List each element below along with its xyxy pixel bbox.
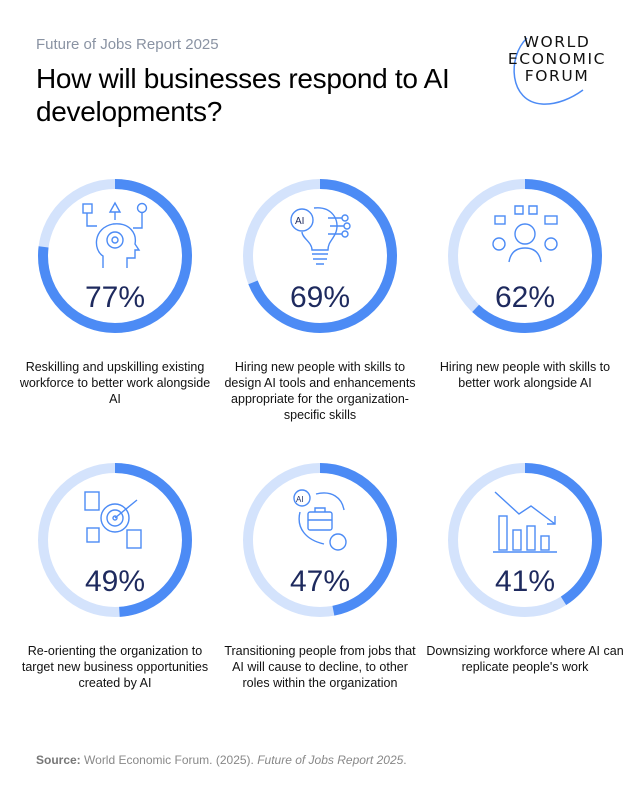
donut-value-arc — [38, 463, 192, 617]
item-label: Hiring new people with skills to design … — [224, 360, 416, 422]
percent-value: 77% — [84, 281, 146, 314]
percent-value: 49% — [84, 565, 146, 598]
percent-value: 69% — [289, 281, 351, 314]
donut-value-arc — [38, 179, 192, 333]
donut-value-arc — [448, 463, 602, 617]
person-ai-icon — [492, 205, 558, 263]
donut-value-arc — [243, 179, 397, 333]
donut-ring — [243, 179, 397, 333]
item-label: Transitioning people from jobs that AI w… — [224, 644, 416, 690]
donut-value-arc — [243, 463, 397, 617]
ai-lightbulb-icon: AI — [290, 207, 351, 265]
item-label: Re-orienting the organization to target … — [21, 644, 209, 690]
donut-value-arc — [448, 179, 602, 333]
logo-line-2: ECONOMIC — [507, 50, 607, 68]
logo-line-3: FORUM — [524, 67, 590, 85]
percent-value: 47% — [289, 565, 351, 598]
item-label: Reskilling and upskilling existing workf… — [19, 360, 211, 406]
svg-text:AI: AI — [295, 216, 304, 227]
percent-value: 62% — [494, 281, 556, 314]
declining-bars-icon — [493, 491, 557, 553]
source-note: Source: World Economic Forum. (2025). Fu… — [36, 753, 407, 767]
head-gear-icon — [82, 201, 148, 268]
item-label: Hiring new people with skills to better … — [439, 360, 611, 390]
source-text: World Economic Forum. (2025). — [84, 753, 258, 767]
donut-ring — [38, 463, 192, 617]
svg-text:AI: AI — [296, 495, 304, 504]
source-prefix: Source: — [36, 753, 81, 767]
source-suffix: . — [403, 753, 407, 767]
donut-ring — [448, 463, 602, 617]
donut-ring — [243, 463, 397, 617]
item-label: Downsizing workforce where AI can replic… — [426, 644, 624, 674]
donut-ring — [448, 179, 602, 333]
logo-arc-icon — [513, 37, 584, 105]
briefcase-transition-icon: AI — [293, 489, 347, 551]
target-documents-icon — [84, 491, 142, 549]
report-subtitle: Future of Jobs Report 2025 — [36, 36, 219, 53]
percent-value: 41% — [494, 565, 556, 598]
logo-line-1: WORLD — [523, 33, 591, 51]
source-title: Future of Jobs Report 2025 — [257, 753, 404, 767]
donut-ring — [38, 179, 192, 333]
page-title: How will businesses respond to AI develo… — [36, 63, 450, 127]
wef-logo: WORLD ECONOMIC FORUM — [497, 32, 617, 122]
